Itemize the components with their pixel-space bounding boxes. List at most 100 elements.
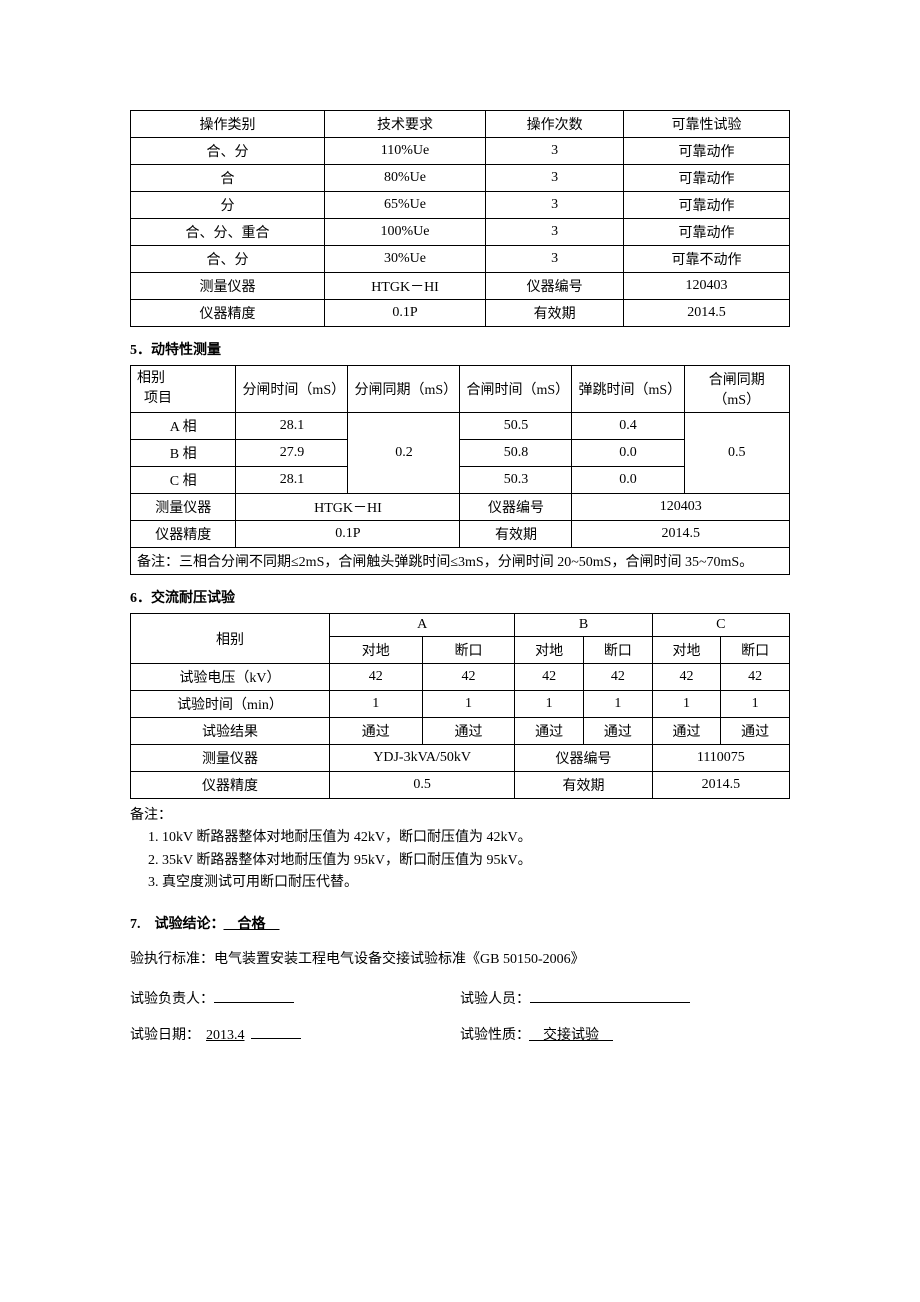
s5-opensync: 0.2 xyxy=(348,413,460,494)
s5-i1c3: 120403 xyxy=(572,494,790,521)
s5-r0b: 0.4 xyxy=(572,413,684,440)
t4-r1c2: 3 xyxy=(486,165,624,192)
t4-i2c2: 有效期 xyxy=(486,300,624,327)
s7-value: 合格 xyxy=(218,917,286,932)
s6-pB: B xyxy=(515,614,652,637)
s7-prefix: 7. 试验结论： xyxy=(130,917,218,932)
t4-r2c0: 分 xyxy=(131,192,325,219)
s6-r1v2: 1 xyxy=(515,691,584,718)
standard-text: 验执行标准：电气装置安装工程电气设备交接试验标准《GB 50150-2006》 xyxy=(130,947,790,972)
s6-sB0: 对地 xyxy=(515,637,584,664)
t4-i1c1: HTGK－HI xyxy=(324,273,485,300)
t4-h2: 操作次数 xyxy=(486,111,624,138)
s6-i2c1: 0.5 xyxy=(329,772,514,799)
section5-title: 5．动特性测量 xyxy=(130,339,790,359)
s6-sB1: 断口 xyxy=(584,637,653,664)
s5-c4: 合闸同期（mS） xyxy=(684,366,790,413)
t4-r4c1: 30%Ue xyxy=(324,246,485,273)
s6-r2v3: 通过 xyxy=(584,718,653,745)
s6-r2v1: 通过 xyxy=(422,718,515,745)
t4-r1c3: 可靠动作 xyxy=(624,165,790,192)
s6-r0v4: 42 xyxy=(652,664,721,691)
date-label: 试验日期： xyxy=(130,1028,200,1043)
s5-r1p: B 相 xyxy=(131,440,236,467)
s5-r2o: 28.1 xyxy=(236,467,348,494)
t4-r2c2: 3 xyxy=(486,192,624,219)
t4-i2c1: 0.1P xyxy=(324,300,485,327)
s5-c3: 弹跳时间（mS） xyxy=(572,366,684,413)
s6-r1v4: 1 xyxy=(652,691,721,718)
ac-withstand-table: 相别 A B C 对地 断口 对地 断口 对地 断口 试验电压（kV） 42 4… xyxy=(130,613,790,799)
s5-r0o: 28.1 xyxy=(236,413,348,440)
s6-r0v1: 42 xyxy=(422,664,515,691)
t4-r0c3: 可靠动作 xyxy=(624,138,790,165)
s6-sA1: 断口 xyxy=(422,637,515,664)
s5-note: 备注：三相合分闸不同期≤2mS，合闸触头弹跳时间≤3mS，分闸时间 20~50m… xyxy=(131,548,790,575)
s6-i2c2: 有效期 xyxy=(515,772,652,799)
s5-i1c0: 测量仪器 xyxy=(131,494,236,521)
s6-r2v2: 通过 xyxy=(515,718,584,745)
s6-r2v0: 通过 xyxy=(329,718,422,745)
t4-r4c2: 3 xyxy=(486,246,624,273)
nature-value: 交接试验 xyxy=(523,1028,619,1043)
t4-r0c1: 110%Ue xyxy=(324,138,485,165)
s6-sA0: 对地 xyxy=(329,637,422,664)
s5-c0: 分闸时间（mS） xyxy=(236,366,348,413)
s6-r0v0: 42 xyxy=(329,664,422,691)
s6-r1v3: 1 xyxy=(584,691,653,718)
date-value: 2013.4 xyxy=(200,1028,251,1043)
t4-i2c0: 仪器精度 xyxy=(131,300,325,327)
s5-i1c2: 仪器编号 xyxy=(460,494,572,521)
s6-sC0: 对地 xyxy=(652,637,721,664)
s6-i1c2: 仪器编号 xyxy=(515,745,652,772)
signature-row-1: 试验负责人： 试验人员： xyxy=(130,988,790,1008)
s6-note3: 真空度测试可用断口耐压代替。 xyxy=(162,872,790,894)
t4-i1c0: 测量仪器 xyxy=(131,273,325,300)
s5-r2c: 50.3 xyxy=(460,467,572,494)
t4-r1c0: 合 xyxy=(131,165,325,192)
leader-blank xyxy=(214,989,294,1003)
s5-i1c1: HTGK－HI xyxy=(236,494,460,521)
s6-notes-title: 备注： xyxy=(130,805,790,827)
date-blank xyxy=(251,1025,301,1039)
s6-r1v1: 1 xyxy=(422,691,515,718)
reliability-table: 操作类别 技术要求 操作次数 可靠性试验 合、分 110%Ue 3 可靠动作 合… xyxy=(130,110,790,327)
s6-i1c3: 1110075 xyxy=(652,745,789,772)
s5-i2c0: 仪器精度 xyxy=(131,521,236,548)
t4-h1: 技术要求 xyxy=(324,111,485,138)
t4-r3c2: 3 xyxy=(486,219,624,246)
nature-label: 试验性质： xyxy=(460,1028,523,1043)
t4-r4c0: 合、分 xyxy=(131,246,325,273)
s5-r1b: 0.0 xyxy=(572,440,684,467)
s6-i1c0: 测量仪器 xyxy=(131,745,330,772)
s6-r2v4: 通过 xyxy=(652,718,721,745)
s5-c1: 分闸同期（mS） xyxy=(348,366,460,413)
s5-r2b: 0.0 xyxy=(572,467,684,494)
s6-i2c3: 2014.5 xyxy=(652,772,789,799)
s6-note2: 35kV 断路器整体对地耐压值为 95kV，断口耐压值为 95kV。 xyxy=(162,850,790,872)
s6-r0v2: 42 xyxy=(515,664,584,691)
s6-r0v5: 42 xyxy=(721,664,790,691)
t4-r2c3: 可靠动作 xyxy=(624,192,790,219)
s6-notes-block: 备注： 10kV 断路器整体对地耐压值为 42kV，断口耐压值为 42kV。 3… xyxy=(130,805,790,895)
staff-blank xyxy=(530,989,690,1003)
t4-r3c0: 合、分、重合 xyxy=(131,219,325,246)
t4-r1c1: 80%Ue xyxy=(324,165,485,192)
t4-i1c2: 仪器编号 xyxy=(486,273,624,300)
s6-pC: C xyxy=(652,614,789,637)
s5-hs: 项目 xyxy=(144,391,172,406)
signature-row-2: 试验日期：2013.4 试验性质： 交接试验 xyxy=(130,1024,790,1044)
s6-r1v0: 1 xyxy=(329,691,422,718)
t4-r3c3: 可靠动作 xyxy=(624,219,790,246)
s6-r2l: 试验结果 xyxy=(131,718,330,745)
s6-i2c0: 仪器精度 xyxy=(131,772,330,799)
dynamic-table: 相别 项目 分闸时间（mS） 分闸同期（mS） 合闸时间（mS） 弹跳时间（mS… xyxy=(130,365,790,575)
s5-r0p: A 相 xyxy=(131,413,236,440)
s5-i2c1: 0.1P xyxy=(236,521,460,548)
t4-r4c3: 可靠不动作 xyxy=(624,246,790,273)
s5-i2c2: 有效期 xyxy=(460,521,572,548)
s6-r2v5: 通过 xyxy=(721,718,790,745)
t4-i1c3: 120403 xyxy=(624,273,790,300)
section7-title: 7. 试验结论： 合格 xyxy=(130,913,790,933)
s5-c2: 合闸时间（mS） xyxy=(460,366,572,413)
